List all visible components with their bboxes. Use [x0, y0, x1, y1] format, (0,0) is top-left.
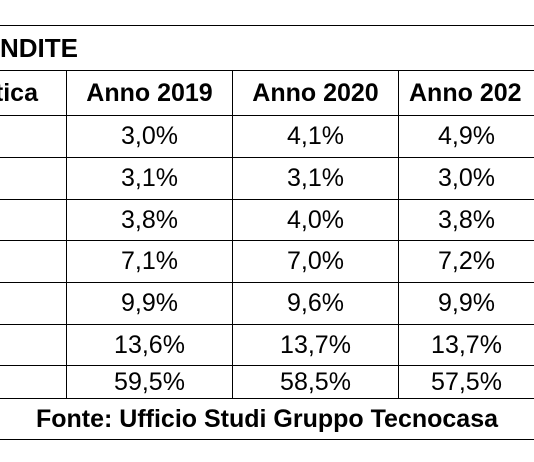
- table-cell: 4,9%: [438, 122, 495, 150]
- table-cell: 13,6%: [114, 330, 185, 359]
- table-cell: 7,0%: [287, 247, 344, 275]
- row-border: [0, 282, 534, 283]
- table-cell: 7,2%: [438, 247, 495, 275]
- column-border: [66, 70, 67, 399]
- column-border: [398, 70, 399, 399]
- table-cell: 13,7%: [280, 330, 351, 359]
- table-cell: 9,9%: [121, 289, 178, 317]
- table-cell: 3,8%: [121, 205, 178, 234]
- table-cell: 3,0%: [438, 164, 495, 192]
- row-border: [0, 365, 534, 366]
- header-label: tica: [0, 78, 38, 107]
- table-cell: 7,1%: [121, 247, 178, 275]
- row-border: [0, 324, 534, 325]
- table-cell: 59,5%: [114, 367, 185, 396]
- table-cell: 3,1%: [121, 164, 178, 192]
- table-cell: 9,9%: [438, 289, 495, 317]
- header-year-2021: Anno 202: [409, 78, 522, 107]
- table-cell: 4,0%: [287, 205, 344, 234]
- table-cell: 3,0%: [121, 122, 178, 150]
- table-cell: 9,6%: [287, 289, 344, 317]
- table-cell: 57,5%: [431, 367, 502, 396]
- table-cell: 3,1%: [287, 164, 344, 192]
- rows-bottom-border: [0, 398, 534, 399]
- table-title: NDITE: [0, 32, 78, 63]
- table-bottom-border: [0, 439, 534, 440]
- row-border: [0, 157, 534, 158]
- title-bottom-border: [0, 70, 534, 71]
- table-source: Fonte: Ufficio Studi Gruppo Tecnocasa: [35, 404, 499, 433]
- table-cell: 58,5%: [280, 367, 351, 396]
- row-border: [0, 199, 534, 200]
- table-cell: 13,7%: [431, 330, 502, 359]
- column-border: [232, 70, 233, 399]
- table-cell: 3,8%: [438, 205, 495, 234]
- header-year-2019: Anno 2019: [86, 78, 213, 107]
- header-year-2020: Anno 2020: [252, 78, 379, 107]
- header-bottom-border: [0, 115, 534, 116]
- table-cell: 4,1%: [287, 122, 344, 150]
- row-border: [0, 240, 534, 241]
- table-top-border: [0, 25, 534, 26]
